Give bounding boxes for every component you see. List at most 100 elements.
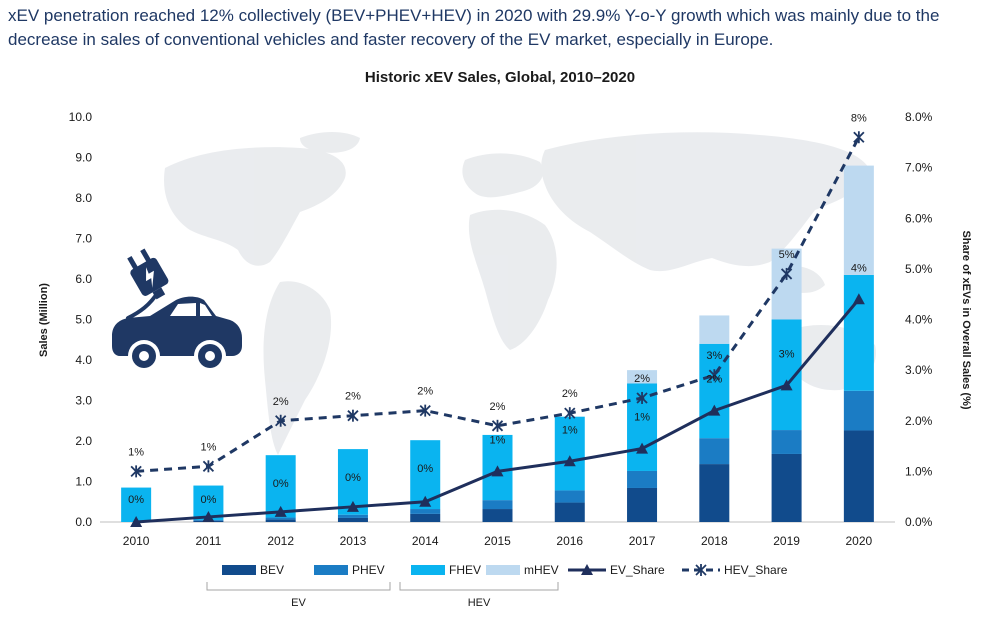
data-label-ev-share: 1%: [490, 434, 506, 446]
marker-hev-share-2017: [636, 391, 648, 404]
x-tick-label: 2010: [123, 534, 150, 548]
y-tick-label: 3.0: [75, 394, 92, 408]
y2-tick-label: 5.0%: [905, 262, 933, 276]
legend-label-phev: PHEV: [352, 563, 385, 577]
data-label-ev-share: 1%: [634, 412, 650, 424]
marker-hev-share-2018: [708, 369, 720, 382]
bar-bev-2020: [843, 430, 874, 522]
marker-hev-share-2019: [780, 267, 793, 280]
bar-bev-2017: [627, 487, 658, 522]
marker-ev-share-2014: [419, 495, 432, 507]
data-label-ev-share: 2%: [706, 374, 722, 386]
bar-bev-2018: [699, 464, 730, 522]
bar-bev-2013: [337, 517, 368, 522]
bar-fhev-2020: [843, 274, 874, 391]
y-tick-label: 7.0: [75, 232, 92, 246]
marker-hev-share-2010: [130, 465, 142, 478]
legend-bracket-ev: [206, 582, 391, 591]
y2-tick-label: 7.0%: [905, 161, 933, 175]
bar-phev-2020: [843, 390, 874, 431]
legend-label-mhev: mHEV: [524, 563, 559, 577]
bar-bev-2015: [482, 509, 513, 522]
legend-marker-hev-share: [695, 564, 707, 576]
legend-label-bev: BEV: [260, 563, 284, 577]
bar-fhev-2016: [554, 416, 585, 491]
marker-ev-share-2020: [852, 293, 865, 305]
bar-mhev-2020: [843, 165, 874, 275]
data-label-hev-share: 3%: [706, 350, 722, 362]
marker-ev-share-2018: [708, 404, 721, 416]
data-label-ev-share: 4%: [851, 262, 867, 274]
x-tick-label: 2011: [196, 534, 222, 548]
data-label-ev-share: 0%: [345, 472, 361, 484]
x-tick-label: 2018: [701, 534, 728, 548]
data-label-ev-share: 3%: [779, 348, 795, 360]
bar-phev-2013: [337, 514, 368, 518]
data-label-ev-share: 0%: [417, 463, 433, 475]
electric-car-plug-icon: [112, 248, 242, 368]
bar-phev-2014: [410, 509, 441, 514]
data-label-hev-share: 1%: [200, 441, 216, 453]
data-label-ev-share: 1%: [562, 424, 578, 436]
y-tick-label: 6.0: [75, 272, 92, 286]
legend-swatch-phev: [314, 565, 348, 575]
legend-label-fhev: FHEV: [449, 563, 481, 577]
legend-group-label-ev: EV: [291, 597, 306, 609]
marker-hev-share-2016: [564, 407, 576, 420]
bar-mhev-2019: [771, 248, 802, 320]
data-label-hev-share: 2%: [490, 401, 506, 413]
marker-hev-share-2014: [419, 404, 431, 417]
data-label-ev-share: 0%: [128, 494, 144, 506]
bar-phev-2018: [699, 438, 730, 465]
legend-bracket-hev: [399, 582, 559, 591]
y-tick-label: 5.0: [75, 313, 92, 327]
marker-ev-share-2012: [274, 505, 287, 517]
data-label-ev-share: 0%: [273, 478, 289, 490]
data-label-hev-share: 2%: [345, 391, 361, 403]
y-tick-label: 2.0: [75, 434, 92, 448]
y2-tick-label: 8.0%: [905, 110, 933, 124]
data-label-hev-share: 8%: [851, 112, 867, 124]
data-label-hev-share: 1%: [128, 446, 144, 458]
marker-ev-share-2019: [780, 379, 793, 391]
bar-bev-2012: [265, 519, 296, 522]
y-axis-label: Sales (Million): [38, 283, 50, 357]
y-tick-label: 1.0: [75, 475, 92, 489]
marker-ev-share-2013: [346, 500, 359, 512]
legend-swatch-mhev: [486, 565, 520, 575]
y-tick-label: 0.0: [75, 515, 92, 529]
marker-ev-share-2011: [202, 510, 215, 522]
x-tick-label: 2017: [629, 534, 656, 548]
x-tick-label: 2015: [484, 534, 511, 548]
x-tick-label: 2014: [412, 534, 439, 548]
legend-swatch-fhev: [411, 565, 445, 575]
world-map-background: [164, 132, 876, 455]
legend-swatch-bev: [222, 565, 256, 575]
y2-tick-label: 0.0%: [905, 515, 933, 529]
x-tick-label: 2012: [267, 534, 294, 548]
y2-tick-label: 2.0%: [905, 414, 933, 428]
bar-mhev-2017: [627, 370, 658, 384]
data-label-hev-share: 2%: [562, 388, 578, 400]
marker-ev-share-2015: [491, 465, 504, 477]
marker-ev-share-2017: [636, 442, 649, 454]
bar-phev-2019: [771, 430, 802, 454]
marker-ev-share-2010: [130, 516, 143, 527]
headline: xEV penetration reached 12% collectively…: [8, 6, 940, 49]
bar-bev-2014: [410, 513, 441, 522]
marker-hev-share-2011: [202, 460, 215, 473]
chart-title: Historic xEV Sales, Global, 2010–2020: [365, 69, 635, 86]
bar-phev-2016: [554, 490, 585, 503]
bar-phev-2012: [265, 517, 296, 520]
legend-group-label-hev: HEV: [468, 597, 491, 609]
bar-bev-2019: [771, 453, 802, 522]
y2-tick-label: 6.0%: [905, 211, 933, 225]
line-hev-share: [136, 136, 861, 473]
y-tick-label: 4.0: [75, 353, 92, 367]
y2-tick-label: 1.0%: [905, 464, 933, 478]
marker-hev-share-2013: [347, 409, 359, 422]
marker-hev-share-2020: [853, 131, 865, 144]
y2-tick-label: 4.0%: [905, 313, 933, 327]
marker-hev-share-2015: [491, 419, 504, 432]
